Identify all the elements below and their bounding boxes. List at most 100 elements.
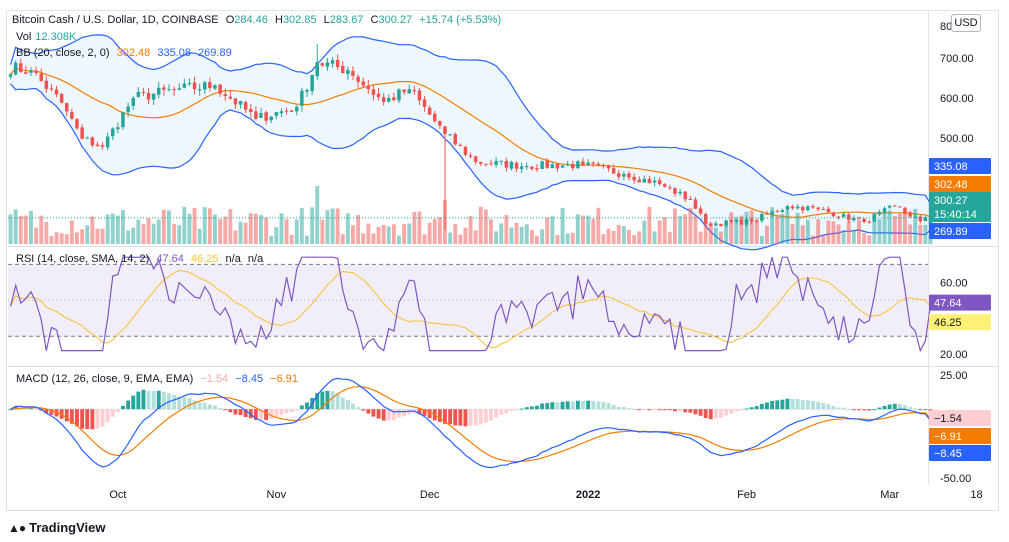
volume-bar — [361, 233, 366, 244]
candle — [749, 217, 754, 225]
volume-bar — [616, 225, 621, 244]
candle-body — [249, 109, 253, 112]
candle — [85, 136, 89, 139]
candle — [305, 88, 309, 97]
volume-bar — [821, 235, 826, 244]
candle-body — [473, 156, 478, 162]
macd-hist-bar — [243, 409, 248, 417]
candle — [765, 211, 769, 215]
candle — [923, 216, 928, 222]
bb-lower-tag: 269.89 — [929, 223, 991, 239]
volume-bar — [719, 231, 723, 244]
currency-button[interactable]: USD — [951, 14, 981, 32]
macd-hist-bar — [391, 409, 396, 421]
candle-body — [162, 87, 166, 90]
candle — [698, 205, 703, 216]
volume-bar — [248, 212, 253, 244]
volume-bar — [427, 222, 432, 244]
macd-hist-bar — [361, 409, 366, 411]
macd-hist-bar — [197, 402, 202, 410]
volume-bar — [18, 215, 23, 244]
macd-hist-bar — [115, 409, 120, 413]
volume-bar — [724, 223, 729, 244]
macd-hist-bar — [218, 408, 223, 410]
candle-body — [836, 216, 841, 218]
volume-bar — [269, 235, 274, 244]
candle — [371, 84, 376, 101]
high-value: 302.85 — [282, 14, 317, 26]
candle — [903, 206, 907, 215]
macd-hist-bar — [667, 409, 672, 411]
candle — [519, 162, 524, 174]
volume-bar — [826, 220, 831, 244]
volume-legend: Vol 12.308K — [16, 30, 80, 44]
candle-body — [617, 173, 621, 177]
tradingview-brand[interactable]: ▲● TradingView — [8, 520, 105, 535]
volume-bar — [264, 217, 269, 244]
macd-line-tag-bg — [929, 445, 991, 461]
candle-body — [893, 205, 897, 207]
candle — [525, 162, 529, 170]
volume-bar — [754, 219, 759, 244]
candle-body — [918, 216, 923, 222]
candle — [836, 215, 841, 220]
macd-hist-bar — [233, 409, 238, 415]
high-label: H — [274, 14, 283, 26]
candle — [65, 102, 69, 117]
chart-border — [6, 10, 999, 511]
macd-label: MACD (12, 26, close, 9, EMA, EMA) — [16, 373, 194, 385]
candle-body — [703, 214, 708, 224]
macd-hist-bar — [473, 409, 478, 426]
volume-bar — [790, 224, 795, 244]
candle — [668, 184, 672, 190]
candle-body — [887, 205, 892, 208]
volume-bar — [478, 206, 483, 244]
candle — [254, 106, 258, 121]
candle — [591, 161, 595, 168]
candle-body — [274, 112, 279, 116]
bb-basis-value: 302.48 — [116, 47, 151, 59]
macd-hist-bar — [862, 409, 867, 411]
macd-hist-bar — [90, 409, 95, 430]
candle — [550, 162, 555, 169]
candle-body — [698, 208, 703, 214]
macd-hist-bar — [381, 409, 386, 421]
macd-hist-bar — [463, 409, 468, 427]
candle-body — [49, 88, 54, 90]
candle-body — [300, 90, 304, 106]
candle-body — [412, 89, 417, 92]
macd-hist-bar — [509, 409, 514, 411]
candle-body — [913, 216, 917, 218]
volume-bar — [708, 222, 713, 244]
volume-bar — [545, 217, 550, 244]
candle-body — [831, 212, 836, 217]
volume-bar — [601, 234, 606, 244]
candle — [197, 83, 202, 96]
macd-signal-value: −6.91 — [270, 373, 298, 385]
candle-body — [254, 111, 258, 119]
candle — [310, 74, 314, 96]
volume-bar — [233, 230, 238, 244]
candle-body — [530, 166, 534, 169]
volume-bar — [713, 227, 718, 244]
volume-bar — [325, 210, 330, 244]
volume-bar — [923, 224, 928, 244]
candle-body — [560, 165, 565, 168]
candle-body — [622, 174, 626, 177]
candle — [330, 56, 335, 68]
candle — [417, 87, 422, 106]
candle — [627, 171, 631, 181]
volume-bar — [555, 235, 560, 244]
candle-body — [453, 134, 457, 145]
candle-body — [121, 112, 125, 128]
candle — [719, 223, 723, 228]
candle — [90, 136, 95, 148]
volume-bar — [744, 211, 749, 244]
macd-hist-bar — [8, 409, 13, 411]
macd-hist-bar — [616, 406, 621, 410]
macd-hist-bar — [913, 408, 918, 410]
macd-hist-bar — [80, 409, 85, 429]
macd-hist-bar — [816, 401, 821, 410]
